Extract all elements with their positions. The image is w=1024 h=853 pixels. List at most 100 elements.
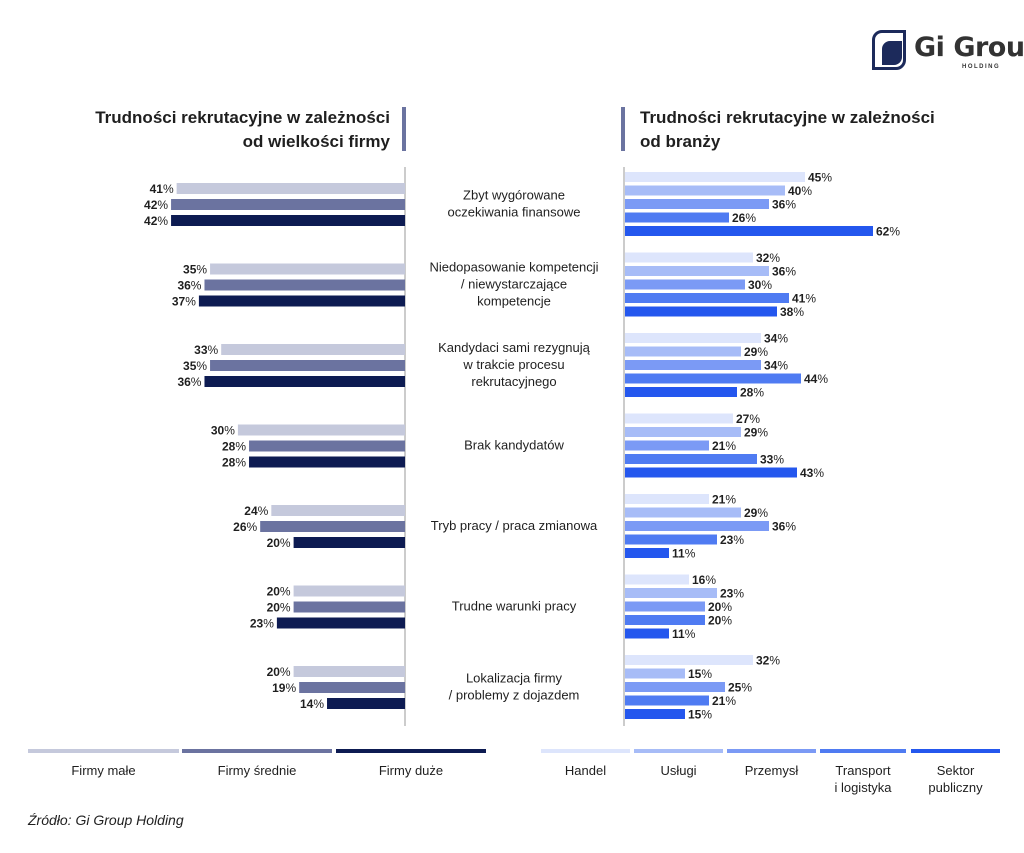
right-bar-label-4-1: 29% (744, 506, 768, 520)
legend-right-label-1-line-0: Usługi (660, 763, 696, 778)
right-bar-label-0-4-unit: % (889, 225, 900, 239)
right-bar-label-6-4-unit: % (701, 708, 712, 722)
left-bar-label-3-0-number: 30 (211, 424, 225, 438)
left-bar-label-3-2-number: 28 (222, 456, 236, 470)
category-label-2-line-1: w trakcie procesu (462, 357, 564, 372)
right-bar-label-5-1-number: 23 (720, 587, 734, 601)
right-bar-label-1-2: 30% (748, 278, 772, 292)
right-bar-label-0-1-unit: % (801, 184, 812, 198)
right-bar-label-3-4-unit: % (813, 466, 824, 480)
legend-left-label-1-line-0: Firmy średnie (218, 763, 297, 778)
left-bar-label-1-1-number: 36 (177, 279, 191, 293)
left-bar-label-6-1-number: 19 (272, 681, 286, 695)
left-bar-6-0 (293, 666, 405, 677)
right-bar-label-1-0-number: 32 (756, 251, 770, 265)
left-bar-label-6-1: 19% (272, 681, 296, 695)
right-bar-label-1-4-unit: % (793, 305, 804, 319)
left-title-line-2: od wielkości firmy (242, 132, 390, 151)
left-bar-2-0 (221, 344, 405, 355)
category-label-0-line-1: oczekiwania finansowe (448, 205, 581, 220)
legend-left-label-0-line-0: Firmy małe (71, 763, 135, 778)
right-bar-1-0 (625, 252, 753, 263)
left-bar-label-2-0-unit: % (208, 343, 219, 357)
left-bar-4-0 (271, 505, 405, 516)
right-bar-label-6-4-number: 15 (688, 708, 702, 722)
right-bar-label-0-0-unit: % (821, 171, 832, 185)
right-bar-1-2 (625, 279, 745, 290)
left-bar-label-5-1-unit: % (280, 601, 291, 615)
left-bar-3-2 (249, 456, 405, 468)
category-label-5-line-0: Trudne warunki pracy (452, 599, 577, 614)
source-note: Źródło: Gi Group Holding (28, 812, 184, 828)
right-bar-label-1-2-number: 30 (748, 278, 762, 292)
legend-right-label-2-line-0: Przemysł (745, 763, 799, 778)
category-label-6-line-0: Lokalizacja firmy (466, 671, 563, 686)
right-bar-label-3-0: 27% (736, 412, 760, 426)
right-bar-label-5-2: 20% (708, 600, 732, 614)
right-bar-label-6-0-number: 32 (756, 654, 770, 668)
right-bar-label-3-3-unit: % (773, 453, 784, 467)
right-bar-label-3-1: 29% (744, 426, 768, 440)
right-bar-3-0 (625, 413, 733, 424)
right-bar-label-5-4: 11% (672, 627, 696, 641)
left-bar-label-5-0-number: 20 (267, 585, 281, 599)
right-bar-0-4 (625, 226, 873, 236)
left-bar-label-1-1: 36% (177, 279, 201, 293)
category-label-1-line-2: kompetencje (477, 294, 551, 309)
legend-right-swatch-3 (820, 749, 906, 753)
right-bar-0-3 (625, 212, 729, 223)
right-bar-5-2 (625, 601, 705, 612)
left-title-accent-bar (402, 107, 406, 151)
right-bar-label-4-2-number: 36 (772, 520, 786, 534)
right-bar-label-5-1: 23% (720, 587, 744, 601)
category-label-3-line-0: Brak kandydatów (464, 438, 564, 453)
right-title-line-1: Trudności rekrutacyjne w zależności (640, 108, 935, 127)
left-bar-label-2-2-number: 36 (177, 375, 191, 389)
right-bar-3-4 (625, 467, 797, 478)
left-bar-label-0-0: 41% (150, 182, 174, 196)
left-bar-label-1-0: 35% (183, 263, 207, 277)
right-bar-label-1-4: 38% (780, 305, 804, 319)
right-bar-label-3-4-number: 43 (800, 466, 814, 480)
left-bar-label-6-2-unit: % (313, 697, 324, 711)
left-bar-label-1-2-unit: % (185, 295, 196, 309)
right-bar-label-6-4: 15% (688, 708, 712, 722)
left-bar-label-0-2-number: 42 (144, 214, 158, 228)
left-bar-label-1-2-number: 37 (172, 295, 186, 309)
logo-subtext: HOLDING (962, 64, 1001, 70)
right-bar-label-2-4-unit: % (753, 386, 764, 400)
left-bar-label-0-1-unit: % (157, 198, 168, 212)
right-bar-1-3 (625, 293, 789, 303)
right-bar-5-4 (625, 628, 669, 639)
right-bar-label-6-2-number: 25 (728, 681, 742, 695)
left-bar-label-4-1-number: 26 (233, 520, 247, 534)
right-bar-label-2-4: 28% (740, 386, 764, 400)
right-bar-2-2 (625, 360, 761, 370)
left-bar-3-0 (237, 424, 405, 436)
legend-right-swatch-0 (541, 749, 630, 753)
right-bar-label-0-4: 62% (876, 225, 900, 239)
left-bar-label-0-2-unit: % (157, 214, 168, 228)
left-bar-label-0-0-unit: % (163, 182, 174, 196)
left-bar-4-2 (293, 537, 405, 548)
left-bar-2-1 (210, 360, 405, 371)
right-bar-6-1 (625, 668, 685, 679)
right-bar-label-2-1-unit: % (757, 345, 768, 359)
left-bar-label-1-2: 37% (172, 295, 196, 309)
right-bar-4-0 (625, 494, 709, 504)
left-bar-label-3-2-unit: % (235, 456, 246, 470)
gi-group-logo: Gi Group HOLDING (872, 30, 1024, 74)
right-panel-title: Trudności rekrutacyjne w zależności od b… (640, 106, 935, 154)
left-bar-label-5-1: 20% (267, 601, 291, 615)
legend-right-label-3-line-0: Transport (835, 763, 891, 778)
right-bar-label-2-3-number: 44 (804, 372, 818, 386)
right-bar-label-4-2: 36% (772, 520, 796, 534)
left-bar-6-2 (327, 698, 405, 709)
right-bar-label-2-4-number: 28 (740, 386, 754, 400)
right-bar-label-0-0: 45% (808, 171, 832, 185)
left-bar-label-6-0: 20% (267, 665, 291, 679)
legend-left-swatch-1 (182, 749, 332, 753)
left-bar-label-4-0-unit: % (258, 504, 269, 518)
right-bar-2-4 (625, 387, 737, 397)
right-bar-label-6-3: 21% (712, 694, 736, 708)
